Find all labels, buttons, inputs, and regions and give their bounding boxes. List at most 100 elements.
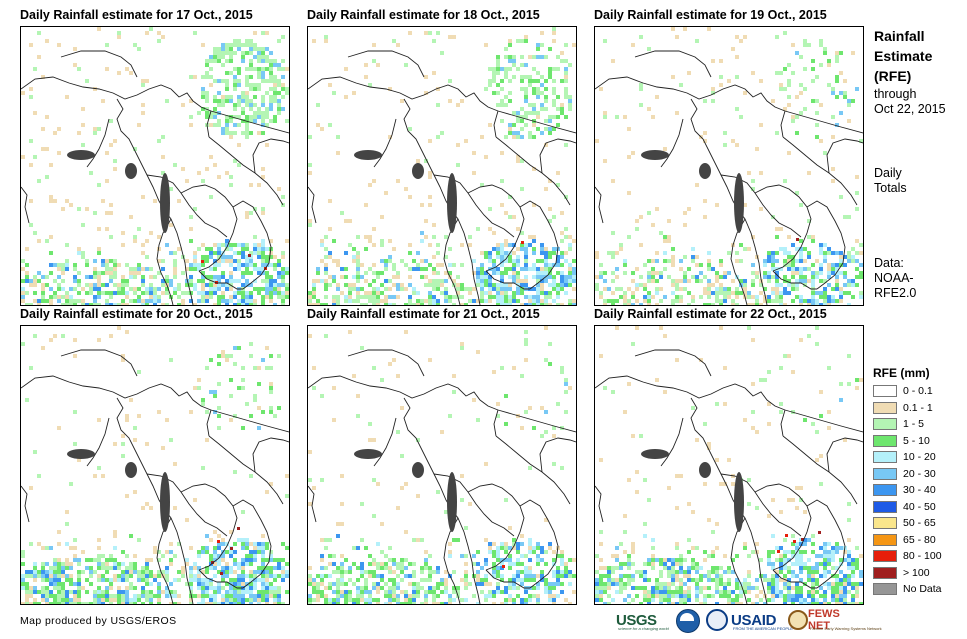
legend-swatch (873, 401, 897, 414)
legend-item: 10 - 20 (873, 449, 963, 466)
through-label: through (874, 87, 917, 101)
legend-item: 0 - 0.1 (873, 383, 963, 400)
legend-item: 80 - 100 (873, 548, 963, 565)
rfe-legend: RFE (mm) 0 - 0.1 0.1 - 1 1 - 5 5 - 10 10 - 2… (873, 366, 963, 598)
legend-item: 20 - 30 (873, 466, 963, 483)
legend-item: 65 - 80 (873, 532, 963, 549)
legend-label: 65 - 80 (903, 533, 936, 546)
legend-swatch (873, 385, 897, 398)
data-source-note: Data: NOAA- RFE2.0 (874, 256, 916, 301)
panel-title: Daily Rainfall estimate for 22 Oct., 201… (594, 307, 827, 321)
usaid-tagline: FROM THE AMERICAN PEOPLE (733, 626, 793, 631)
rainfall-map-canvas (595, 27, 863, 305)
legend-item: > 100 (873, 565, 963, 582)
country-boundaries (308, 50, 576, 305)
rainfall-map (594, 26, 864, 306)
country-boundaries (595, 349, 863, 604)
data-line: NOAA- (874, 271, 914, 285)
rainfall-map (307, 325, 577, 605)
map-panel-oct-19: Daily Rainfall estimate for 19 Oct., 201… (594, 2, 884, 306)
country-boundaries (308, 349, 576, 604)
through-value: Oct 22, 2015 (874, 102, 946, 116)
legend-swatch (873, 484, 897, 497)
rainfall-map (20, 325, 290, 605)
legend-label: No Data (903, 583, 942, 596)
legend-title: RFE (mm) (873, 366, 930, 380)
title-line: Rainfall (874, 28, 925, 44)
map-panel-oct-20: Daily Rainfall estimate for 20 Oct., 201… (20, 301, 310, 605)
legend-swatch (873, 566, 897, 579)
noaa-seal-icon (676, 609, 700, 633)
daily-line: Totals (874, 181, 907, 195)
rainfall-map-canvas (308, 326, 576, 604)
rainfall-cells (595, 326, 863, 604)
rainfall-map-canvas (21, 27, 289, 305)
legend-swatch (873, 517, 897, 530)
rainfall-map-canvas (595, 326, 863, 604)
fews-seal-icon (788, 610, 808, 630)
legend-swatch (873, 418, 897, 431)
legend-label: 0.1 - 1 (903, 401, 933, 414)
country-boundaries (21, 349, 289, 604)
legend-swatch (873, 583, 897, 596)
panel-title: Daily Rainfall estimate for 19 Oct., 201… (594, 8, 827, 22)
legend-label: 5 - 10 (903, 434, 930, 447)
legend-item: 50 - 65 (873, 515, 963, 532)
legend-label: 80 - 100 (903, 550, 942, 563)
map-panel-oct-18: Daily Rainfall estimate for 18 Oct., 201… (307, 2, 597, 306)
fews-net-logo: FEWS NET (808, 608, 840, 632)
legend-label: 0 - 0.1 (903, 385, 933, 398)
panel-title: Daily Rainfall estimate for 18 Oct., 201… (307, 8, 540, 22)
legend-item: 1 - 5 (873, 416, 963, 433)
legend-label: 40 - 50 (903, 500, 936, 513)
legend-item: 40 - 50 (873, 499, 963, 516)
legend-label: 20 - 30 (903, 467, 936, 480)
map-panel-oct-17: Daily Rainfall estimate for 17 Oct., 201… (20, 2, 310, 306)
map-credit: Map produced by USGS/EROS (20, 615, 177, 627)
title-line: (RFE) (874, 68, 912, 84)
legend-swatch (873, 467, 897, 480)
panel-title: Daily Rainfall estimate for 17 Oct., 201… (20, 8, 253, 22)
usgs-logo: USGS (616, 611, 657, 629)
sidebar-title: Rainfall Estimate (RFE) (874, 26, 932, 86)
rainfall-cells (21, 326, 289, 604)
usgs-tagline: science for a changing world (618, 626, 669, 631)
rainfall-cells (21, 27, 289, 305)
rainfall-cells (308, 27, 576, 305)
through-date: through Oct 22, 2015 (874, 87, 946, 117)
title-line: Estimate (874, 48, 933, 64)
legend-swatch (873, 434, 897, 447)
data-line: RFE2.0 (874, 286, 917, 300)
country-boundaries (21, 50, 289, 305)
rainfall-cells (308, 326, 576, 604)
rainfall-map (594, 325, 864, 605)
usaid-seal-icon (706, 609, 728, 631)
country-boundaries (595, 50, 863, 305)
legend-item: 30 - 40 (873, 482, 963, 499)
panel-title: Daily Rainfall estimate for 21 Oct., 201… (307, 307, 540, 321)
agency-logos: USGS science for a changing world USAID … (616, 607, 882, 633)
rainfall-map-canvas (21, 326, 289, 604)
rainfall-cells (595, 27, 863, 305)
legend-item: No Data (873, 581, 963, 598)
map-panel-oct-22: Daily Rainfall estimate for 22 Oct., 201… (594, 301, 884, 605)
data-line: Data: (874, 256, 904, 270)
panel-title: Daily Rainfall estimate for 20 Oct., 201… (20, 307, 253, 321)
legend-label: 50 - 65 (903, 517, 936, 530)
legend-item: 5 - 10 (873, 433, 963, 450)
legend-label: > 100 (903, 566, 930, 579)
map-panel-oct-21: Daily Rainfall estimate for 21 Oct., 201… (307, 301, 597, 605)
legend-swatch (873, 451, 897, 464)
rainfall-map-canvas (308, 27, 576, 305)
usaid-logo: USAID (731, 611, 777, 629)
daily-totals-note: Daily Totals (874, 166, 907, 196)
legend-item: 0.1 - 1 (873, 400, 963, 417)
rainfall-map (20, 26, 290, 306)
legend-swatch (873, 533, 897, 546)
legend-label: 10 - 20 (903, 451, 936, 464)
rainfall-map (307, 26, 577, 306)
legend-label: 30 - 40 (903, 484, 936, 497)
legend-swatch (873, 500, 897, 513)
fews-tagline: Famine Early Warning Systems Network (810, 626, 882, 631)
legend-label: 1 - 5 (903, 418, 925, 431)
